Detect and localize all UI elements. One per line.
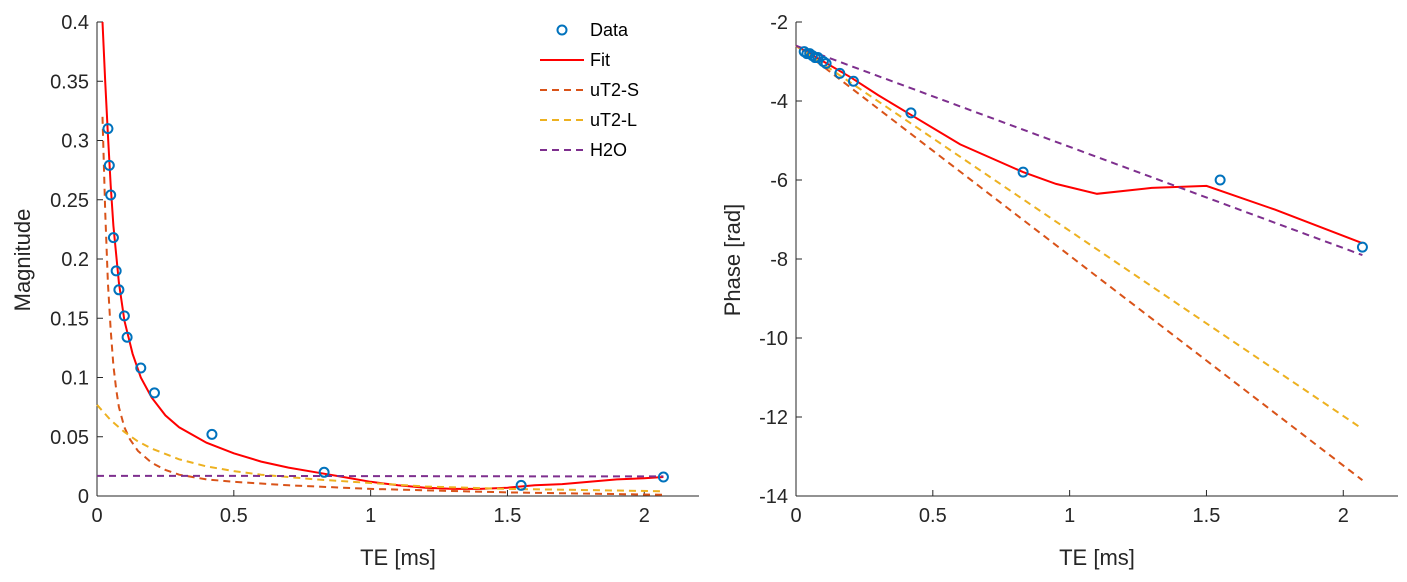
phase-series-ut2-s-line (795, 44, 1364, 481)
magnitude-y-tick-label: 0.3 (61, 131, 89, 153)
magnitude-series-ut2-s-line (101, 116, 664, 496)
magnitude-y-tick-label: 0.25 (50, 190, 89, 212)
phase-series-data-point (905, 107, 917, 119)
phase-series-data-point (1017, 166, 1029, 178)
phase-series-data-point (1356, 241, 1368, 253)
magnitude-y-tick-label: 0.15 (50, 308, 89, 330)
legend-entry-ut2-l-label: uT2-L (590, 110, 637, 130)
legend-entry-data-label: Data (590, 20, 629, 40)
legend-entry-ut2-s-label: uT2-S (590, 80, 639, 100)
magnitude-series-data-point (657, 471, 669, 483)
magnitude-y-tick-label: 0 (78, 486, 89, 508)
phase-x-tick-label: 0.5 (919, 505, 947, 527)
magnitude-series-data-point (107, 232, 119, 244)
legend-entry-data-swatch (556, 24, 568, 36)
magnitude-series-fit-line (101, 21, 664, 490)
phase-y-axis-label: Phase [rad] (720, 204, 745, 317)
phase-series-data-point (1214, 174, 1226, 186)
phase-plot: TE [ms] Phase [rad] 0 0.5 1 1.5 2 -14 -12 -10 -8… (720, 12, 1398, 570)
magnitude-series-ut2-l-line (96, 404, 664, 493)
magnitude-series-data-point (121, 331, 133, 343)
magnitude-series-data-point (113, 284, 125, 296)
phase-y-tick-label: -2 (770, 12, 788, 34)
legend: Data Fit uT2-S uT2-L H2O (540, 20, 639, 160)
phase-series-data-point (847, 75, 859, 87)
magnitude-series-data-point (318, 466, 330, 478)
magnitude-y-tick-label: 0.35 (50, 71, 89, 93)
phase-x-tick-label: 2 (1338, 505, 1349, 527)
magnitude-series-data-point (103, 159, 115, 171)
magnitude-series-data-point (102, 123, 114, 135)
magnitude-y-tick-label: 0.2 (61, 249, 89, 271)
magnitude-series-data-point (105, 189, 117, 201)
phase-x-axis-label: TE [ms] (1059, 545, 1135, 570)
phase-series-data-point (834, 67, 846, 79)
magnitude-plot: TE [ms] Magnitude 0 0.5 1 1.5 2 0 0.05 0.1 0.15 0… (10, 12, 699, 570)
phase-x-tick-label: 1.5 (1193, 505, 1221, 527)
magnitude-x-tick-label: 0.5 (220, 505, 248, 527)
magnitude-y-tick-label: 0.4 (61, 12, 89, 34)
magnitude-y-tick-label: 0.1 (61, 368, 89, 390)
magnitude-x-tick-label: 2 (639, 505, 650, 527)
phase-y-tick-label: -6 (770, 170, 788, 192)
magnitude-x-tick-label: 0 (91, 505, 102, 527)
magnitude-y-axis-label: Magnitude (10, 209, 35, 312)
legend-entry-h2o-label: H2O (590, 140, 627, 160)
phase-y-tick-label: -12 (759, 407, 788, 429)
magnitude-series-h2o-line (97, 474, 664, 478)
phase-y-tick-label: -8 (770, 249, 788, 271)
phase-y-tick-label: -14 (759, 486, 788, 508)
legend-entry-fit-label: Fit (590, 50, 610, 70)
phase-series-data-point (820, 57, 832, 69)
phase-series-h2o-line (795, 44, 1363, 257)
magnitude-series-data-point (515, 479, 527, 491)
phase-y-tick-label: -4 (770, 91, 788, 113)
magnitude-series-data-point (148, 387, 160, 399)
magnitude-series-data-point (135, 362, 147, 374)
phase-series-fit-line (795, 44, 1363, 245)
phase-x-tick-label: 1 (1064, 505, 1075, 527)
magnitude-series-data-point (118, 310, 130, 322)
phase-y-tick-label: -10 (759, 328, 788, 350)
phase-series-ut2-l-line (795, 44, 1363, 430)
magnitude-series-data-point (206, 428, 218, 440)
magnitude-series-data-point (110, 265, 122, 277)
magnitude-y-tick-label: 0.05 (50, 427, 89, 449)
magnitude-x-tick-label: 1.5 (494, 505, 522, 527)
magnitude-x-tick-label: 1 (365, 505, 376, 527)
phase-x-tick-label: 0 (790, 505, 801, 527)
magnitude-x-axis-label: TE [ms] (360, 545, 436, 570)
